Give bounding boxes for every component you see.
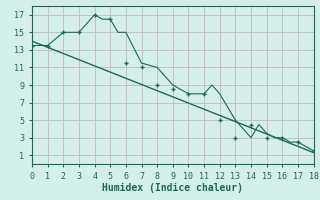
X-axis label: Humidex (Indice chaleur): Humidex (Indice chaleur): [102, 183, 243, 193]
